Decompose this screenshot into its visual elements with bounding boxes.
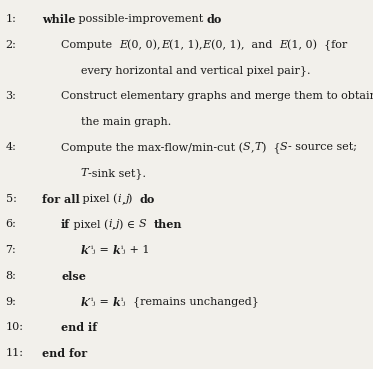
Text: then: then — [153, 220, 182, 231]
Text: the main graph.: the main graph. — [81, 117, 171, 127]
Text: 2:: 2: — [6, 39, 16, 49]
Text: ,: , — [251, 142, 254, 152]
Text: do: do — [140, 194, 155, 205]
Text: k′: k′ — [81, 297, 91, 307]
Text: end for: end for — [42, 348, 87, 359]
Text: k′: k′ — [81, 245, 91, 256]
Text: 5:: 5: — [6, 194, 16, 204]
Text: ,: , — [112, 220, 116, 230]
Text: 1:: 1: — [6, 14, 16, 24]
Text: j: j — [125, 194, 128, 204]
Text: S: S — [280, 142, 288, 152]
Text: while: while — [42, 14, 75, 25]
Text: do: do — [207, 14, 222, 25]
Text: ): ) — [128, 194, 140, 204]
Text: 3:: 3: — [6, 91, 16, 101]
Text: 9:: 9: — [6, 297, 16, 307]
Text: k: k — [113, 245, 120, 256]
Text: + 1: + 1 — [126, 245, 149, 255]
Text: ⁱⱼ: ⁱⱼ — [91, 245, 97, 255]
Text: Compute: Compute — [61, 39, 119, 49]
Text: ⁱⱼ: ⁱⱼ — [91, 297, 97, 307]
Text: 10:: 10: — [6, 322, 23, 332]
Text: =: = — [97, 245, 113, 255]
Text: ⁱⱼ: ⁱⱼ — [120, 245, 126, 255]
Text: j: j — [116, 220, 119, 230]
Text: for all: for all — [42, 194, 79, 205]
Text: {remains unchanged}: {remains unchanged} — [126, 297, 259, 307]
Text: (1, 0)  {for: (1, 0) {for — [287, 39, 347, 51]
Text: )  {: ) { — [261, 142, 280, 154]
Text: T: T — [81, 168, 88, 178]
Text: k: k — [113, 297, 120, 307]
Text: i: i — [118, 194, 121, 204]
Text: E: E — [161, 39, 169, 49]
Text: (1, 1),: (1, 1), — [169, 39, 203, 50]
Text: 11:: 11: — [6, 348, 23, 358]
Text: S: S — [243, 142, 251, 152]
Text: else: else — [61, 271, 86, 282]
Text: -sink set}.: -sink set}. — [88, 168, 146, 179]
Text: ,: , — [121, 194, 125, 204]
Text: ⁱⱼ: ⁱⱼ — [120, 297, 126, 307]
Text: 8:: 8: — [6, 271, 16, 281]
Text: ) ∈: ) ∈ — [119, 220, 139, 230]
Text: if: if — [61, 220, 70, 231]
Text: Construct elementary graphs and merge them to obtain: Construct elementary graphs and merge th… — [61, 91, 373, 101]
Text: Compute the max-flow/min-cut (: Compute the max-flow/min-cut ( — [61, 142, 243, 153]
Text: =: = — [97, 297, 113, 307]
Text: end if: end if — [61, 322, 97, 333]
Text: 7:: 7: — [6, 245, 16, 255]
Text: 6:: 6: — [6, 220, 16, 230]
Text: T: T — [254, 142, 261, 152]
Text: S: S — [139, 220, 146, 230]
Text: - source set;: - source set; — [288, 142, 357, 152]
Text: E: E — [119, 39, 127, 49]
Text: E: E — [203, 39, 211, 49]
Text: pixel (: pixel ( — [70, 220, 109, 230]
Text: every horizontal and vertical pixel pair}.: every horizontal and vertical pixel pair… — [81, 65, 310, 76]
Text: 4:: 4: — [6, 142, 16, 152]
Text: E: E — [279, 39, 287, 49]
Text: possible-improvement: possible-improvement — [75, 14, 207, 24]
Text: pixel (: pixel ( — [79, 194, 118, 204]
Text: i: i — [109, 220, 112, 230]
Text: (0, 0),: (0, 0), — [127, 39, 161, 50]
Text: (0, 1),  and: (0, 1), and — [211, 39, 279, 50]
